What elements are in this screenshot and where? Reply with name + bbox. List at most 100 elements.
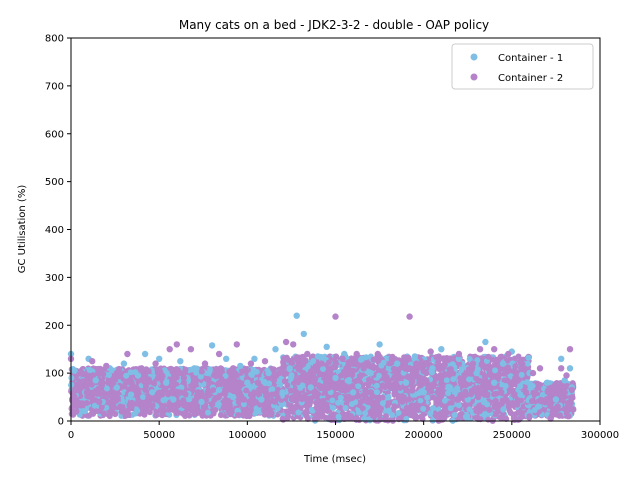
density-point <box>253 405 260 412</box>
density-point <box>68 411 75 417</box>
density-point <box>391 403 398 410</box>
density-point <box>146 409 153 416</box>
density-point <box>383 413 389 420</box>
density-point <box>356 373 363 380</box>
density-point <box>385 407 392 414</box>
density-point <box>417 397 424 404</box>
density-point <box>481 411 488 418</box>
density-point <box>159 373 166 380</box>
density-point <box>330 405 337 411</box>
density-point <box>450 376 457 383</box>
density-point <box>388 383 395 390</box>
density-point <box>326 415 332 422</box>
density-point <box>83 400 90 406</box>
density-point <box>192 377 199 384</box>
density-point <box>297 384 304 391</box>
density-point <box>355 409 362 416</box>
density-point <box>279 415 286 422</box>
density-point <box>91 402 98 409</box>
density-point <box>293 354 300 361</box>
density-point <box>206 380 213 387</box>
density-point <box>235 383 241 390</box>
density-point <box>127 369 134 376</box>
density-point <box>539 392 546 398</box>
chart-title: Many cats on a bed - JDK2-3-2 - double -… <box>179 18 489 32</box>
density-point <box>366 417 373 424</box>
density-point <box>261 378 268 385</box>
density-point <box>284 408 290 415</box>
density-point <box>456 360 463 367</box>
density-point <box>106 372 112 378</box>
density-point <box>454 385 461 392</box>
density-point <box>353 415 360 422</box>
density-point <box>222 396 229 403</box>
density-point <box>390 365 397 372</box>
density-point <box>491 391 498 398</box>
density-point <box>511 413 518 419</box>
density-point <box>144 401 151 408</box>
density-point <box>407 412 414 419</box>
density-point <box>370 365 377 372</box>
density-point <box>106 392 113 398</box>
density-point <box>411 406 418 413</box>
density-point <box>359 398 366 404</box>
density-point <box>72 375 79 381</box>
density-point <box>442 408 449 414</box>
density-point <box>556 412 563 419</box>
density-point <box>507 373 514 380</box>
density-point <box>359 405 366 412</box>
density-point <box>445 390 452 397</box>
density-point <box>299 353 306 360</box>
density-point <box>166 406 172 413</box>
density-point <box>503 369 509 376</box>
density-point <box>292 390 299 397</box>
density-point <box>479 383 486 390</box>
density-point <box>505 399 512 406</box>
density-point <box>448 394 455 400</box>
density-point <box>493 356 500 363</box>
density-point <box>233 378 239 385</box>
density-point <box>129 399 136 406</box>
density-point <box>364 403 371 410</box>
density-point <box>456 411 463 418</box>
density-point <box>461 372 468 378</box>
density-point <box>485 365 492 372</box>
density-point <box>451 412 458 418</box>
density-point <box>464 415 471 422</box>
density-point <box>281 378 288 385</box>
density-point <box>288 396 295 403</box>
density-point <box>403 386 410 393</box>
density-point <box>124 408 131 415</box>
density-point <box>305 372 312 379</box>
density-point <box>495 373 502 380</box>
density-point <box>500 406 507 413</box>
density-point <box>153 412 160 419</box>
density-point <box>245 407 252 414</box>
density-point <box>420 368 427 375</box>
density-point <box>510 389 516 396</box>
density-point <box>373 382 380 389</box>
density-point <box>191 411 198 418</box>
density-point <box>197 373 204 380</box>
density-point <box>325 376 332 383</box>
density-point <box>491 404 498 411</box>
density-point <box>481 391 488 398</box>
density-point <box>459 365 465 372</box>
density-point <box>97 379 104 386</box>
density-point <box>333 353 340 360</box>
density-point <box>525 354 532 361</box>
density-point <box>468 391 474 398</box>
density-point <box>252 410 259 417</box>
density-point <box>256 391 263 398</box>
density-point <box>302 410 309 417</box>
density-point <box>333 394 340 401</box>
density-point <box>426 384 433 391</box>
density-point <box>161 396 168 403</box>
density-point <box>329 397 336 404</box>
density-point <box>310 375 317 382</box>
density-point <box>492 397 499 404</box>
density-point <box>149 402 156 409</box>
density-point <box>300 369 307 376</box>
density-point <box>104 385 110 392</box>
